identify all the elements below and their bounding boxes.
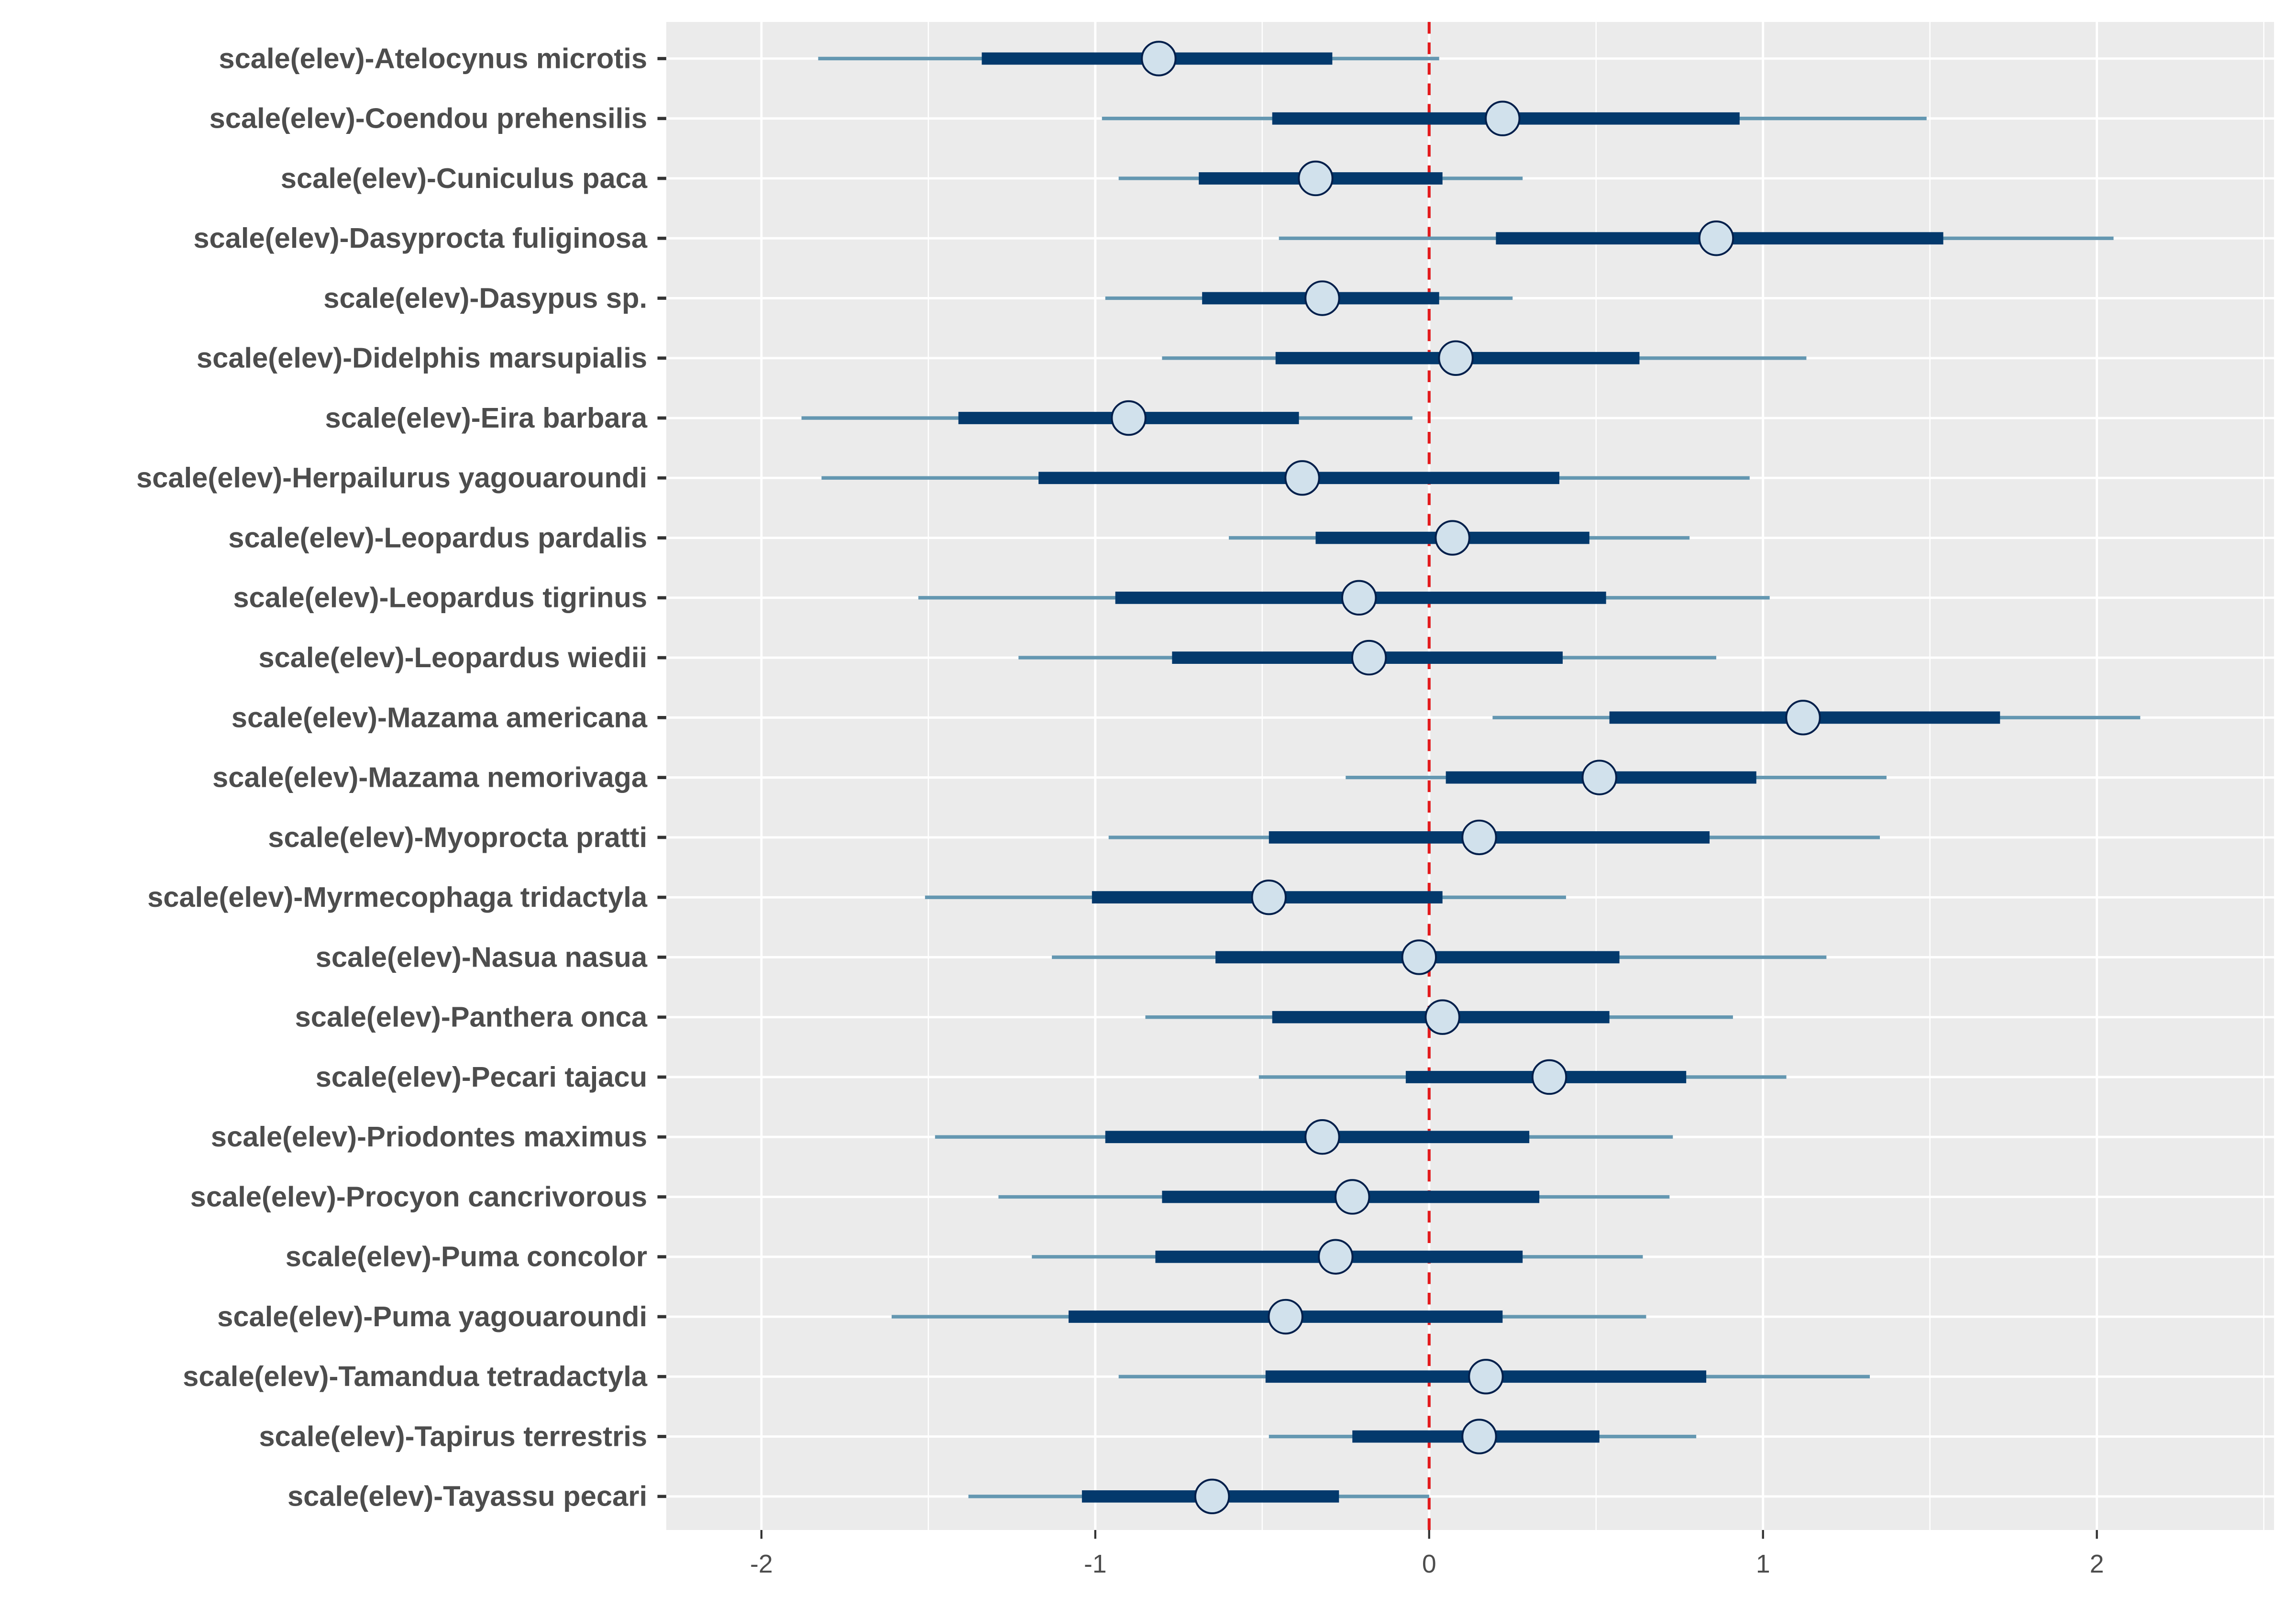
point-estimate (1485, 100, 1521, 136)
interval-row (1279, 220, 2114, 256)
interval-row (935, 1119, 1673, 1155)
y-tick-label: scale(elev)-Eira barbara (325, 402, 648, 434)
interval-row (1269, 1419, 1697, 1454)
y-tick-label: scale(elev)-Mazama americana (232, 701, 648, 733)
x-tick-label: 2 (2090, 1550, 2104, 1578)
y-tick-label: scale(elev)-Myoprocta pratti (268, 821, 647, 853)
point-estimate (1581, 759, 1617, 795)
interval-row (1258, 1059, 1787, 1095)
point-estimate (1298, 160, 1334, 197)
interval-row (918, 580, 1770, 616)
interval-row (1032, 1239, 1643, 1275)
point-estimate (1351, 639, 1387, 676)
point-estimate (1251, 879, 1287, 915)
x-tick-label: 1 (1756, 1550, 1770, 1578)
y-tick-label: scale(elev)-Atelocynus microtis (219, 42, 647, 74)
point-estimate (1341, 580, 1377, 616)
y-tick-label: scale(elev)-Dasyprocta fuliginosa (193, 222, 648, 254)
y-tick-label: scale(elev)-Tapirus terrestris (259, 1420, 647, 1452)
interval-row (998, 1179, 1670, 1215)
x-tick-label: 0 (1422, 1550, 1436, 1578)
y-tick-label: scale(elev)-Priodontes maximus (211, 1121, 647, 1153)
point-estimate (1268, 1299, 1303, 1335)
interval-row (1102, 100, 1927, 136)
interval-row (1492, 700, 2141, 736)
y-tick-label: scale(elev)-Puma yagouaroundi (217, 1300, 647, 1332)
interval-row (1228, 520, 1690, 556)
point-estimate (1111, 400, 1147, 436)
point-estimate (1468, 1359, 1504, 1395)
y-tick-label: scale(elev)-Mazama nemorivaga (212, 761, 648, 793)
interval-row (1346, 759, 1887, 795)
point-estimate (1461, 819, 1497, 856)
point-estimate (1304, 1119, 1340, 1155)
y-tick-label: scale(elev)-Tamandua tetradactyla (183, 1360, 648, 1392)
y-tick-label: scale(elev)-Leopardus pardalis (228, 521, 647, 553)
y-tick-label: scale(elev)-Myrmecophaga tridactyla (147, 881, 648, 913)
y-tick-label: scale(elev)-Leopardus wiedii (258, 641, 647, 673)
point-estimate (1785, 700, 1821, 736)
point-estimate (1531, 1059, 1567, 1095)
point-estimate (1461, 1419, 1497, 1454)
y-tick-label: scale(elev)-Leopardus tigrinus (233, 582, 647, 614)
interval-row (1105, 280, 1513, 316)
interval-row (801, 400, 1413, 436)
interval-row (968, 1478, 1429, 1515)
y-tick-label: scale(elev)-Dasypus sp. (323, 282, 647, 314)
x-tick-label: -2 (750, 1550, 773, 1578)
point-estimate (1194, 1478, 1230, 1515)
y-tick-label: scale(elev)-Panthera onca (295, 1001, 648, 1033)
x-tick-label: -1 (1084, 1550, 1107, 1578)
y-tick-label: scale(elev)-Cuniculus paca (281, 162, 648, 194)
point-estimate (1141, 41, 1177, 77)
y-tick-label: scale(elev)-Didelphis marsupialis (197, 342, 647, 374)
interval-row (1118, 1359, 1870, 1395)
interval-row (892, 1299, 1646, 1335)
point-estimate (1304, 280, 1340, 316)
interval-row (925, 879, 1566, 915)
interval-row (1018, 639, 1716, 676)
interval-row (1162, 340, 1807, 376)
y-tick-label: scale(elev)-Pecari tajacu (316, 1061, 647, 1093)
point-estimate (1401, 939, 1437, 975)
interval-row (821, 460, 1750, 496)
interval-row (818, 41, 1439, 77)
point-estimate (1335, 1179, 1370, 1215)
x-axis: -2 -1 0 1 2 (750, 1530, 2104, 1578)
interval-row (1108, 819, 1880, 856)
y-tick-label: scale(elev)-Procyon cancrivorous (190, 1180, 647, 1212)
y-tick-label: scale(elev)-Tayassu pecari (287, 1480, 647, 1512)
point-estimate (1424, 999, 1460, 1035)
y-axis: scale(elev)-Atelocynus microtis scale(ele… (136, 42, 666, 1512)
point-estimate (1698, 220, 1734, 256)
interval-row (1052, 939, 1827, 975)
interval-row (1118, 160, 1523, 197)
y-tick-label: scale(elev)-Coendou prehensilis (210, 102, 647, 134)
point-estimate (1435, 520, 1470, 556)
y-tick-label: scale(elev)-Puma concolor (286, 1241, 647, 1273)
interval-marks (801, 41, 2141, 1515)
point-estimate (1318, 1239, 1354, 1275)
y-tick-label: scale(elev)-Herpailurus yagouaroundi (136, 462, 647, 494)
point-estimate (1284, 460, 1320, 496)
point-estimate (1438, 340, 1474, 376)
y-tick-label: scale(elev)-Nasua nasua (316, 941, 648, 973)
interval-row (1145, 999, 1733, 1035)
